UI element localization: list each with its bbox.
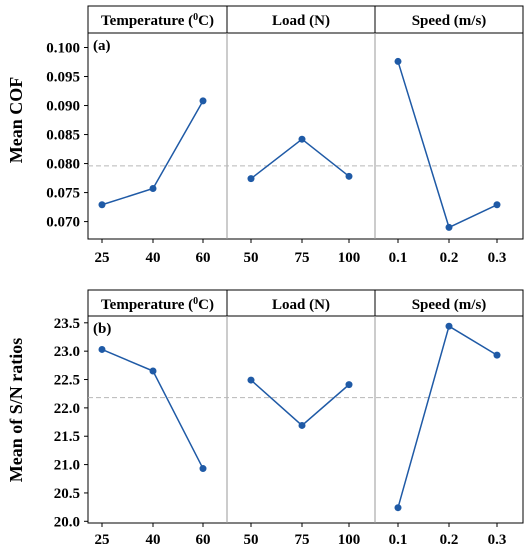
x-tick-label: 0.3 — [488, 250, 507, 266]
data-point — [247, 376, 255, 384]
y-tick-label: 23.0 — [54, 344, 80, 360]
x-tick-label: 50 — [244, 532, 259, 548]
series-line — [250, 138, 350, 180]
x-tick-label: 100 — [338, 250, 361, 266]
x-tick-label: 0.2 — [440, 532, 459, 548]
x-tick-label: 75 — [295, 532, 310, 548]
data-point — [98, 345, 106, 353]
data-point — [445, 322, 453, 330]
x-tick-label: 100 — [338, 532, 361, 548]
facet-3: Speed (m/s) 0.1 0.2 0.3 — [389, 13, 507, 266]
facet-title: Temperature (0C) — [101, 296, 214, 314]
y-tick-label: 0.080 — [46, 157, 80, 173]
y-tick-label: 21.5 — [54, 429, 80, 445]
y-axis-label: Mean of S/N ratios — [6, 338, 26, 482]
x-tick-label: 60 — [196, 532, 211, 548]
x-tick-label: 0.2 — [440, 250, 459, 266]
x-tick-label: 40 — [146, 250, 161, 266]
x-tick-label: 40 — [146, 532, 161, 548]
x-tick-label: 25 — [95, 532, 110, 548]
facet-title: Load (N) — [272, 297, 330, 313]
y-axis-label: Mean COF — [6, 77, 26, 163]
x-tick-label: 60 — [196, 250, 211, 266]
facet-title: Temperature (0C) — [101, 12, 214, 30]
x-tick-label: 25 — [95, 250, 110, 266]
x-tick-label: 0.1 — [389, 250, 408, 266]
y-tick-label: 0.090 — [46, 99, 80, 115]
data-point — [98, 201, 106, 209]
y-tick-label: 0.100 — [46, 41, 80, 57]
facet-title: Load (N) — [272, 13, 330, 29]
x-tick-label: 0.3 — [488, 532, 507, 548]
y-tick-label: 23.5 — [54, 316, 80, 332]
data-point — [493, 201, 501, 209]
y-tick-label: 21.0 — [54, 458, 80, 474]
y-tick-label: 0.075 — [46, 186, 80, 202]
facet-3: Speed (m/s) 0.1 0.2 0.3 — [389, 297, 507, 548]
data-point — [345, 172, 353, 180]
plot-frame — [87, 289, 524, 524]
plot-frame — [87, 5, 524, 240]
y-tick-label: 20.0 — [54, 514, 80, 530]
data-point — [149, 185, 157, 193]
series-line — [397, 61, 498, 229]
y-tick-label: 0.070 — [46, 215, 80, 231]
data-point — [298, 421, 306, 429]
series-line — [101, 348, 204, 469]
panel-b: 20.0 20.5 21.0 21.5 22.0 22.5 23.0 23.5 Mean of … — [6, 289, 524, 549]
y-tick-label: 0.095 — [46, 70, 80, 86]
facet-2: Load (N) 50 75 100 — [244, 13, 361, 266]
data-point — [394, 57, 402, 65]
x-tick-label: 75 — [295, 250, 310, 266]
x-tick-label: 50 — [244, 250, 259, 266]
data-point — [345, 381, 353, 389]
series-line — [250, 379, 350, 427]
data-point — [247, 175, 255, 183]
series-line — [397, 325, 498, 508]
x-tick-label: 0.1 — [389, 532, 408, 548]
data-point — [199, 465, 207, 473]
data-point — [298, 135, 306, 143]
facet-2: Load (N) 50 75 100 — [244, 297, 361, 548]
data-point — [394, 504, 402, 512]
panel-label: (b) — [93, 321, 111, 337]
data-point — [149, 367, 157, 375]
y-tick-label: 22.5 — [54, 373, 80, 389]
data-point — [199, 97, 207, 105]
panel-a: 0.070 0.075 0.080 0.085 0.090 0.095 0.100 Mean … — [6, 5, 524, 267]
facet-1: Temperature (0C) 25 40 60 — [95, 296, 214, 549]
panel-label: (a) — [93, 38, 111, 54]
y-tick-label: 20.5 — [54, 486, 80, 502]
data-point — [493, 351, 501, 359]
facet-title: Speed (m/s) — [412, 297, 487, 313]
y-tick-label: 22.0 — [54, 401, 80, 417]
facet-title: Speed (m/s) — [412, 13, 487, 29]
y-tick-label: 0.085 — [46, 128, 80, 144]
data-point — [445, 223, 453, 231]
facet-1: Temperature (0C) 25 40 60 — [95, 12, 214, 267]
